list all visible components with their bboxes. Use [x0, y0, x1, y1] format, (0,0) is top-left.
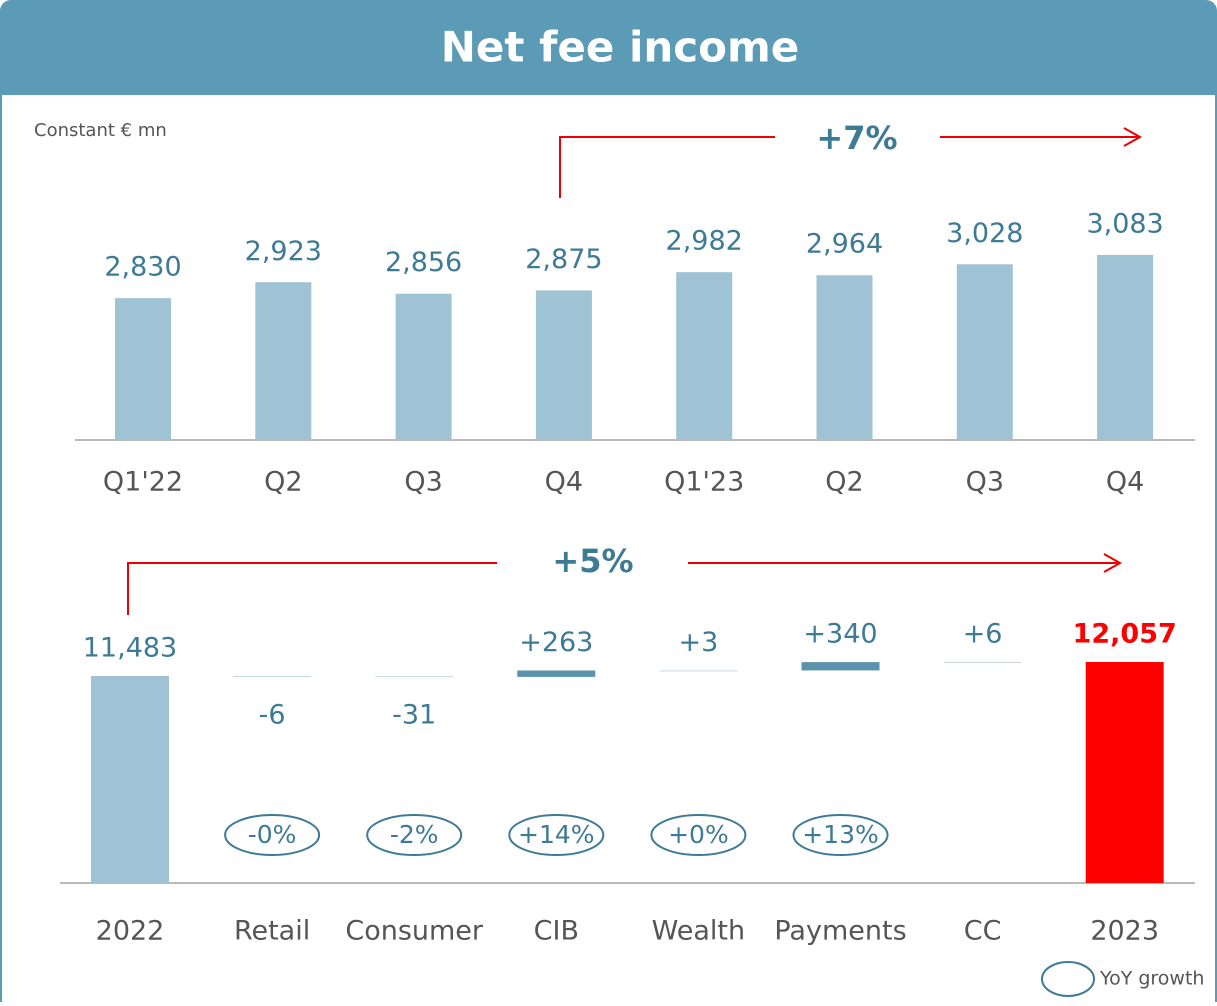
x-tick-label: Consumer [345, 916, 484, 947]
x-tick-label: Retail [234, 916, 310, 947]
value-label: +6 [963, 618, 1003, 649]
value-label: 2,982 [666, 226, 743, 257]
bar [233, 675, 312, 677]
bar [943, 661, 1022, 663]
growth-label: -0% [248, 820, 297, 849]
bar [115, 298, 171, 440]
x-tick-label: Q2 [825, 467, 863, 498]
growth-oval [508, 814, 605, 856]
growth-annotation: +5% [552, 542, 633, 580]
x-tick-label: Payments [774, 916, 906, 947]
x-tick-label: Wealth [652, 916, 745, 947]
x-tick-label: Q4 [545, 467, 583, 498]
growth-label: +14% [518, 820, 595, 849]
growth-oval [366, 814, 463, 856]
bar [395, 293, 452, 440]
unit-label: Constant € mn [34, 120, 167, 141]
value-label: -6 [259, 699, 286, 730]
value-label: 2,923 [245, 236, 322, 267]
x-tick-label: Q4 [1106, 467, 1144, 498]
growth-label: +13% [802, 820, 879, 849]
title: Net fee income [441, 23, 800, 72]
value-label: 2,856 [385, 247, 462, 278]
x-tick-label: Q1'22 [103, 467, 183, 498]
bar [535, 290, 592, 440]
legend-symbol [1041, 961, 1095, 997]
value-label: 11,483 [83, 632, 177, 663]
bar [1085, 661, 1164, 883]
x-tick-label: CC [964, 916, 1002, 947]
value-label: -31 [392, 700, 436, 731]
value-label: +3 [678, 627, 718, 658]
bar [801, 662, 880, 671]
bar [659, 670, 738, 672]
x-tick-label: Q3 [966, 467, 1004, 498]
bar [255, 282, 312, 440]
value-label: 3,083 [1086, 208, 1163, 239]
bar [816, 275, 873, 440]
x-tick-label: 2022 [96, 916, 165, 947]
growth-oval [224, 814, 321, 856]
value-label: 2,875 [525, 244, 602, 275]
bar [517, 670, 596, 677]
bar [1097, 254, 1154, 440]
bar [676, 272, 733, 440]
bar [956, 264, 1013, 440]
arrows [127, 127, 1143, 615]
growth-label: +0% [668, 820, 729, 849]
x-tick-label: Q1'23 [664, 467, 744, 498]
growth-oval [792, 814, 889, 856]
x-tick-label: Q3 [404, 467, 442, 498]
growth-annotation: +7% [816, 119, 897, 157]
bar [375, 676, 454, 678]
value-label: 2,964 [806, 229, 883, 260]
growth-label: -2% [390, 820, 439, 849]
x-tick-label: Q2 [264, 467, 302, 498]
value-label: 3,028 [946, 218, 1023, 249]
value-label: +263 [519, 627, 593, 658]
x-tick-label: 2023 [1090, 916, 1159, 947]
legend-label: YoY growth [1099, 968, 1204, 990]
x-tick-label: CIB [534, 916, 579, 947]
growth-oval [650, 814, 747, 856]
value-label: +340 [803, 619, 877, 650]
bar [91, 675, 169, 883]
value-label: 12,057 [1073, 618, 1177, 649]
header-band [1, 1, 1216, 95]
value-label: 2,830 [104, 252, 181, 283]
